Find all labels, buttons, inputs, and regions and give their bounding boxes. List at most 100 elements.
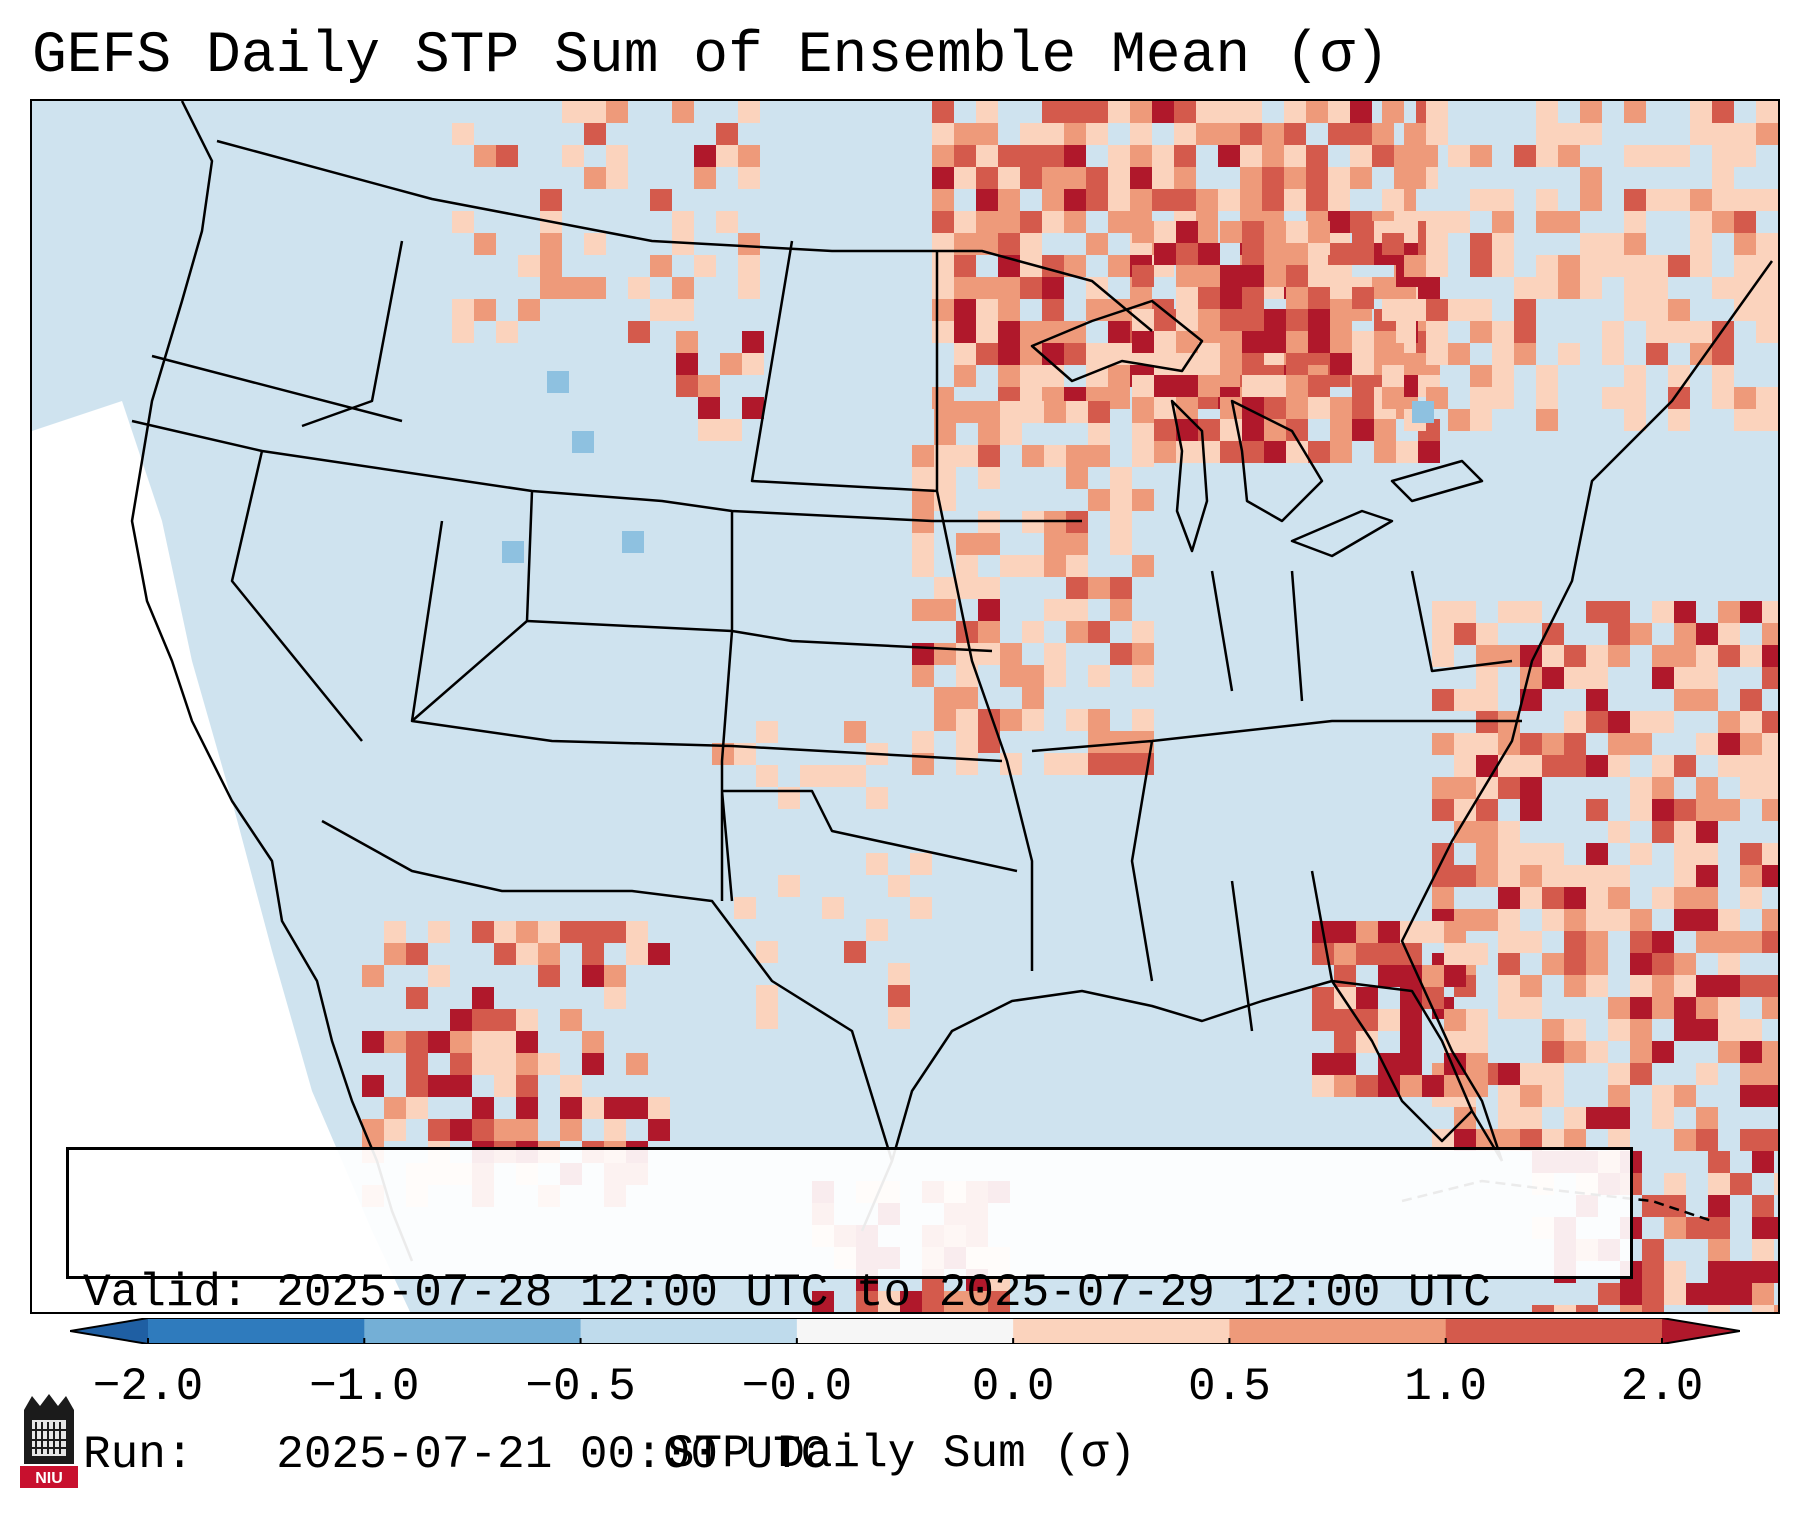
- stp-cell: [1492, 343, 1514, 365]
- stp-cell: [672, 101, 694, 123]
- stp-cell: [1708, 1217, 1730, 1239]
- stp-cell: [1718, 755, 1740, 777]
- stp-cell: [1042, 101, 1064, 123]
- stp-cell: [1382, 101, 1404, 123]
- stp-cell: [1382, 387, 1404, 409]
- stp-cell: [844, 941, 866, 963]
- stp-cell: [582, 1031, 604, 1053]
- stp-cell: [1108, 189, 1130, 211]
- stp-cell: [516, 943, 538, 965]
- stp-cell: [1586, 953, 1608, 975]
- stp-cell: [1586, 711, 1608, 733]
- stp-cell: [1312, 987, 1334, 1009]
- stp-cell: [516, 1097, 538, 1119]
- stp-cell: [844, 721, 866, 743]
- stp-cell: [1668, 321, 1690, 343]
- stp-cell: [1152, 145, 1174, 167]
- stp-cell: [1690, 255, 1712, 277]
- stp-cell: [472, 1009, 494, 1031]
- stp-cell: [1330, 419, 1352, 441]
- stp-cell: [672, 211, 694, 233]
- stp-cell: [472, 987, 494, 1009]
- stp-cell: [1730, 1261, 1752, 1283]
- stp-cell: [650, 299, 672, 321]
- stp-cell: [1108, 343, 1130, 365]
- stp-cell: [1066, 467, 1088, 489]
- stp-cell: [1312, 1075, 1334, 1097]
- stp-cell: [362, 1075, 384, 1097]
- stp-cell: [1372, 277, 1394, 299]
- stp-cell: [1444, 1075, 1466, 1097]
- stp-cell: [756, 985, 778, 1007]
- stp-cell: [1198, 287, 1220, 309]
- stp-cell: [716, 211, 738, 233]
- stp-cell: [1542, 843, 1564, 865]
- stp-cell: [1740, 887, 1762, 909]
- stp-cell: [1520, 1085, 1542, 1107]
- stp-cell: [1174, 101, 1196, 123]
- stp-cell: [1476, 623, 1498, 645]
- stp-cell: [1646, 255, 1668, 277]
- stp-cell: [1762, 909, 1778, 931]
- stp-cell: [1674, 997, 1696, 1019]
- stp-cell: [406, 1075, 428, 1097]
- stp-cell: [1778, 211, 1780, 233]
- stp-cell: [1580, 255, 1602, 277]
- stp-cell: [1378, 1075, 1400, 1097]
- stp-cell: [1466, 1009, 1488, 1031]
- stp-cell: [1378, 943, 1400, 965]
- stp-cell: [1498, 865, 1520, 887]
- stp-cell: [1000, 753, 1022, 775]
- stp-cell: [1196, 123, 1218, 145]
- stp-cell: [1514, 277, 1536, 299]
- stp-cell: [1708, 1195, 1730, 1217]
- stp-cell: [1734, 387, 1756, 409]
- stp-cell: [1668, 189, 1690, 211]
- colorbar-segment: [1229, 1318, 1447, 1344]
- stp-cell: [1108, 211, 1130, 233]
- stp-cell: [1696, 975, 1718, 997]
- stp-cell: [720, 419, 742, 441]
- run-value: 2025-07-21 00:00 UTC: [276, 1429, 829, 1481]
- stp-cell: [1492, 189, 1514, 211]
- stp-cell: [1652, 799, 1674, 821]
- stp-cell: [1154, 419, 1176, 441]
- stp-cell: [976, 211, 998, 233]
- stp-cell: [1762, 645, 1778, 667]
- stp-cell: [676, 375, 698, 397]
- stp-cell: [1064, 255, 1086, 277]
- stp-cell: [1608, 623, 1630, 645]
- stp-cell: [1400, 921, 1422, 943]
- stp-cell: [1086, 189, 1108, 211]
- stp-cell: [1520, 887, 1542, 909]
- stp-cell: [1740, 645, 1762, 667]
- stp-cell: [1774, 1217, 1778, 1239]
- stp-cell: [1652, 953, 1674, 975]
- stp-cell: [1240, 167, 1262, 189]
- stp-cell: [1088, 665, 1110, 687]
- stp-cell: [1020, 145, 1042, 167]
- stp-cell: [1110, 467, 1132, 489]
- stp-cell: [606, 167, 628, 189]
- stp-cell: [1608, 711, 1630, 733]
- stp-cell: [1196, 211, 1218, 233]
- stp-cell: [362, 965, 384, 987]
- stp-cell: [1432, 645, 1454, 667]
- stp-cell: [1020, 321, 1042, 343]
- stp-cell: [1602, 343, 1624, 365]
- stp-cell: [778, 875, 800, 897]
- stp-cell: [1220, 265, 1242, 287]
- stp-cell: [1718, 733, 1740, 755]
- stp-cell: [1066, 577, 1088, 599]
- stp-cell: [1598, 1283, 1620, 1305]
- stp-cell: [1642, 1261, 1664, 1283]
- stp-cell: [932, 123, 954, 145]
- stp-cell: [954, 365, 976, 387]
- stp-cell: [1752, 1261, 1774, 1283]
- stp-cell: [1374, 441, 1396, 463]
- stp-cell: [1652, 931, 1674, 953]
- stp-cell: [1712, 343, 1734, 365]
- stp-cell: [1426, 343, 1448, 365]
- stp-cell: [1752, 1151, 1774, 1173]
- stp-cell: [1740, 1019, 1762, 1041]
